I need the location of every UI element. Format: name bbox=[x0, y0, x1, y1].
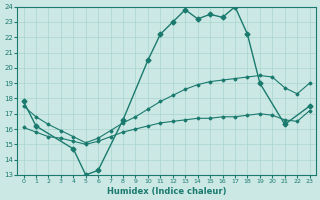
X-axis label: Humidex (Indice chaleur): Humidex (Indice chaleur) bbox=[107, 187, 226, 196]
